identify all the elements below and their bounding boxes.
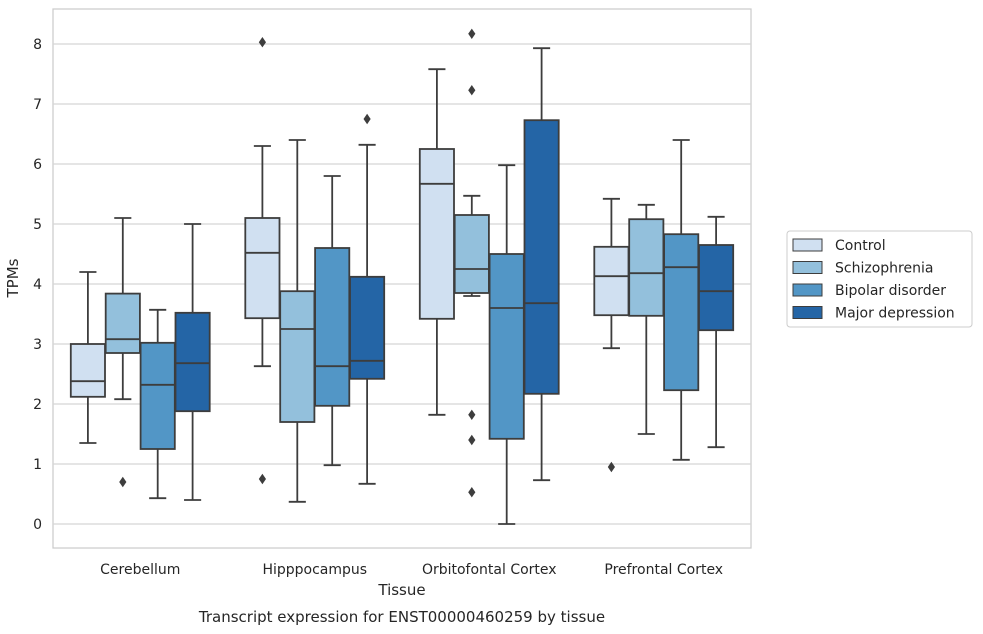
legend-frame [786, 230, 973, 328]
y-tick-label: 5 [33, 217, 42, 233]
legend-label: Schizophrenia [835, 261, 933, 277]
y-tick-label: 1 [33, 457, 42, 473]
x-tick-labels: Cerebellum Hipppocampus Orbitofontal Corte… [100, 562, 723, 578]
outlier-marker [468, 487, 476, 498]
outlier-marker [468, 28, 476, 39]
legend: Control Schizophrenia Bipolar disorder Majo… [786, 230, 973, 328]
box [523, 47, 560, 482]
box-body [104, 292, 141, 354]
legend-label: Control [835, 238, 886, 254]
box-body [244, 217, 281, 320]
legend-swatch [792, 238, 823, 252]
box-body [628, 218, 665, 317]
box [279, 139, 316, 503]
box [244, 37, 281, 485]
box-body [139, 341, 176, 450]
y-tick-label: 2 [33, 397, 42, 413]
legend-swatch [792, 261, 823, 274]
box [663, 139, 700, 461]
box-body [349, 275, 386, 380]
box-body [418, 148, 455, 320]
y-tick-label: 0 [33, 517, 42, 533]
y-tick-label: 4 [33, 277, 42, 293]
box-body [69, 343, 106, 398]
box-body [593, 245, 630, 317]
x-tick-label: Orbitofontal Cortex [422, 562, 557, 578]
box-body [523, 119, 560, 395]
legend-swatch [792, 283, 823, 297]
box-body [488, 253, 525, 440]
legend-label: Bipolar disorder [835, 283, 946, 299]
legend-swatch [792, 306, 823, 319]
y-tick-label: 6 [33, 157, 42, 173]
outlier-marker [258, 37, 266, 48]
box [349, 113, 386, 485]
outlier-marker [607, 461, 615, 473]
box [453, 28, 490, 498]
box [104, 217, 141, 488]
outlier-marker [258, 473, 266, 485]
legend-label: Major depression [835, 306, 955, 322]
x-tick-label: Prefrontal Cortex [604, 562, 723, 578]
box [593, 197, 630, 473]
y-tick-label: 8 [33, 37, 42, 53]
y-axis-label: TPMs [4, 258, 22, 298]
y-tick-label: 7 [33, 97, 42, 113]
boxes [69, 28, 735, 525]
outlier-marker [468, 85, 476, 96]
box-body [279, 290, 316, 423]
box [628, 203, 665, 435]
x-tick-label: Cerebellum [100, 562, 180, 578]
box-body [453, 214, 490, 294]
box [174, 223, 211, 501]
outlier-marker [468, 434, 476, 446]
outlier-marker [363, 113, 371, 125]
box-body [663, 233, 700, 392]
x-tick-label: Hipppocampus [262, 562, 367, 578]
box [698, 215, 735, 449]
outlier-marker [119, 476, 127, 488]
y-tick-label: 3 [33, 337, 42, 353]
box-body [174, 311, 211, 413]
box [69, 271, 106, 444]
outlier-marker [468, 409, 476, 420]
x-axis-label: Tissue [377, 581, 425, 599]
box-body [698, 244, 735, 332]
figure-caption: Transcript expression for ENST0000046025… [198, 608, 605, 626]
box-body [314, 247, 351, 407]
y-tick-labels: 0 1 2 3 4 5 6 7 8 [33, 37, 42, 533]
